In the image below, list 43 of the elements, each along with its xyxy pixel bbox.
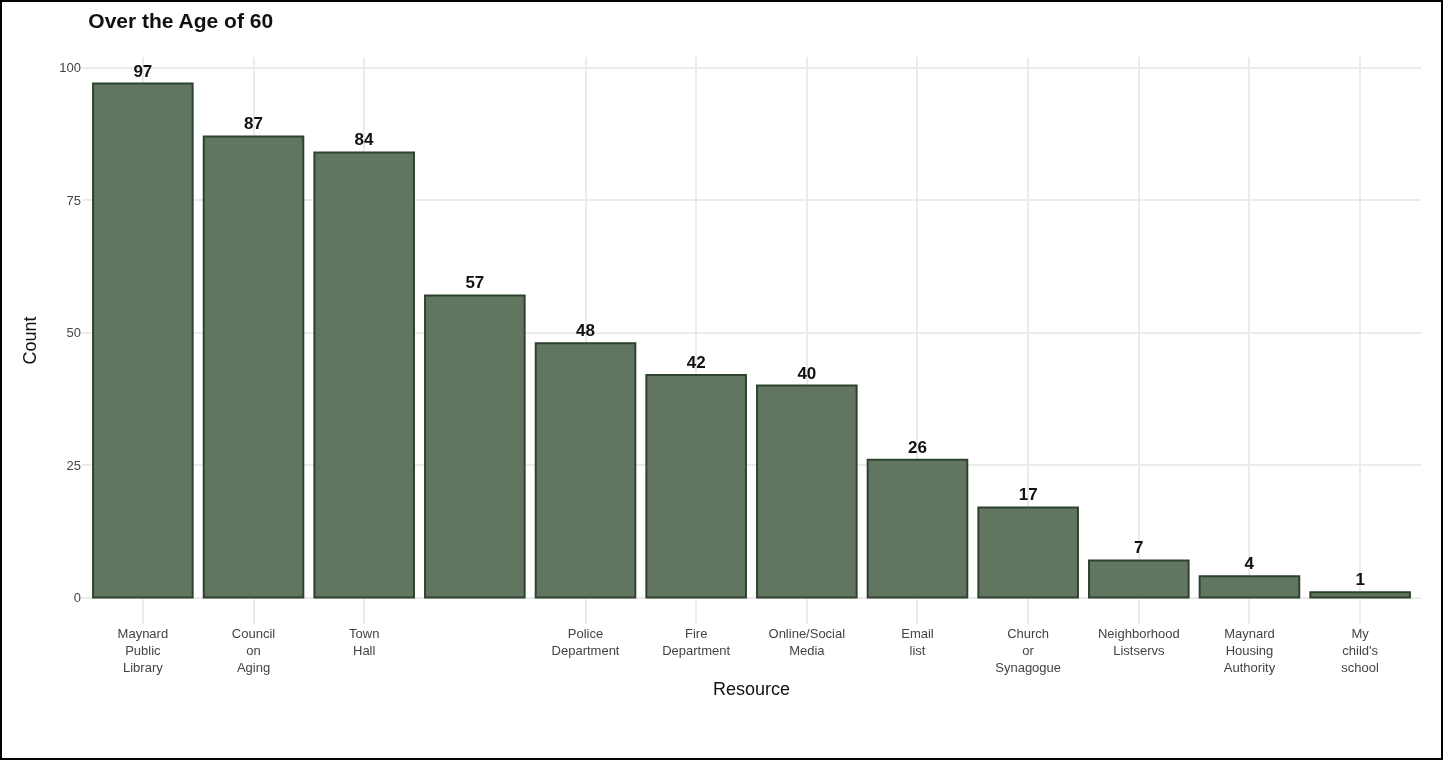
data-label: 7 (1134, 538, 1144, 558)
data-label: 57 (465, 273, 485, 293)
bar (1088, 559, 1190, 599)
x-tick-label: Email list (901, 626, 934, 658)
chart-title: Over the Age of 60 (88, 8, 274, 32)
x-tick-label: Online/Social Media (768, 626, 846, 658)
x-tick-label: Fire Department (662, 626, 731, 658)
data-label: 17 (1018, 485, 1038, 505)
x-tick-label: Church or Synagogue (995, 626, 1062, 675)
bar (1309, 591, 1411, 599)
y-axis-title: Count (20, 316, 40, 365)
x-tick-label: My child's school (1341, 626, 1380, 675)
x-axis-title: Resource (712, 678, 791, 699)
data-label: 87 (244, 114, 263, 134)
bar (202, 135, 305, 599)
x-tick-label: Police Department (551, 626, 620, 658)
x-tick-label: Town Hall (349, 626, 380, 658)
y-tick-label: 0 (73, 590, 81, 606)
bar (424, 294, 526, 599)
bar (313, 151, 415, 599)
data-label: 1 (1355, 570, 1365, 590)
bar (977, 506, 1079, 599)
bar (645, 373, 747, 599)
x-tick-label: Neighborhood Listservs (1097, 626, 1180, 658)
data-label: 48 (576, 321, 595, 341)
y-tick-label: 100 (59, 60, 81, 76)
bar (534, 342, 637, 599)
x-tick-label: Council on Aging (231, 626, 276, 675)
data-label: 26 (908, 437, 927, 457)
data-label: 97 (133, 61, 153, 81)
data-label: 4 (1244, 554, 1255, 574)
bar (756, 384, 858, 599)
y-tick-label: 75 (66, 192, 81, 208)
bar (92, 82, 194, 599)
data-label: 42 (686, 352, 706, 372)
bar (866, 458, 969, 599)
y-tick-label: 50 (66, 325, 81, 341)
bar (1198, 575, 1301, 599)
x-tick-label: Maynard Housing Authority (1223, 626, 1276, 675)
y-tick-label: 25 (66, 457, 81, 473)
data-label: 84 (354, 130, 374, 150)
data-label: 40 (797, 363, 817, 383)
x-tick-label: Maynard Public Library (117, 626, 169, 675)
